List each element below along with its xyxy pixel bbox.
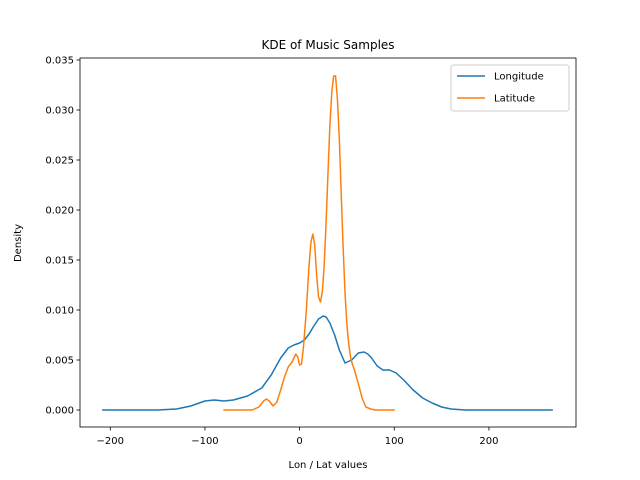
- y-tick-label: 0.005: [45, 356, 74, 367]
- chart-title: KDE of Music Samples: [261, 38, 394, 52]
- y-tick-label: 0.010: [45, 306, 74, 317]
- y-tick-label: 0.035: [45, 56, 74, 67]
- plot-area: [101, 75, 554, 411]
- legend-label-longitude: Longitude: [494, 72, 544, 83]
- y-tick-label: 0.020: [45, 206, 74, 217]
- series-line-latitude: [223, 75, 396, 411]
- x-tick-label: 100: [385, 436, 404, 447]
- x-tick-label: −100: [191, 436, 218, 447]
- y-tick-label: 0.015: [45, 256, 74, 267]
- x-axis-label: Lon / Lat values: [289, 460, 368, 471]
- x-tick-label: −200: [97, 436, 124, 447]
- x-axis: −200 −100 0 100 200: [97, 427, 498, 447]
- x-tick-label: 200: [479, 436, 498, 447]
- x-tick-label: 0: [296, 436, 302, 447]
- y-axis: 0.000 0.005 0.010 0.015 0.020 0.025 0.030 0.035: [45, 56, 80, 417]
- series-line-longitude: [101, 315, 554, 411]
- axes-frame: [79, 57, 577, 428]
- legend: Longitude Latitude: [450, 64, 570, 112]
- y-tick-label: 0.025: [45, 156, 74, 167]
- y-tick-label: 0.000: [45, 406, 74, 417]
- y-tick-label: 0.030: [45, 106, 74, 117]
- y-axis-label: Density: [13, 224, 24, 262]
- legend-label-latitude: Latitude: [494, 94, 535, 105]
